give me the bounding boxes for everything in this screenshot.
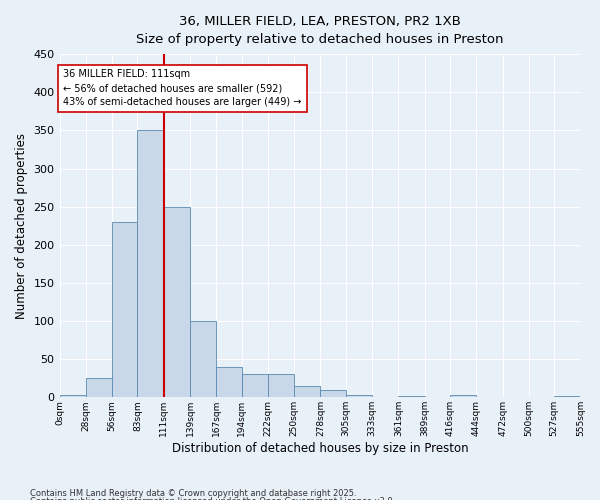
X-axis label: Distribution of detached houses by size in Preston: Distribution of detached houses by size …	[172, 442, 469, 455]
Text: Contains public sector information licensed under the Open Government Licence v3: Contains public sector information licen…	[30, 497, 395, 500]
Text: 36 MILLER FIELD: 111sqm
← 56% of detached houses are smaller (592)
43% of semi-d: 36 MILLER FIELD: 111sqm ← 56% of detache…	[63, 70, 302, 108]
Title: 36, MILLER FIELD, LEA, PRESTON, PR2 1XB
Size of property relative to detached ho: 36, MILLER FIELD, LEA, PRESTON, PR2 1XB …	[136, 15, 504, 46]
Bar	[164, 206, 190, 398]
Bar	[86, 378, 112, 398]
Bar	[59, 395, 86, 398]
Bar	[554, 396, 580, 398]
Bar	[268, 374, 294, 398]
Bar	[346, 395, 372, 398]
Bar	[450, 395, 476, 398]
Y-axis label: Number of detached properties: Number of detached properties	[15, 132, 28, 318]
Bar	[137, 130, 164, 398]
Bar	[190, 321, 216, 398]
Bar	[242, 374, 268, 398]
Bar	[216, 367, 242, 398]
Text: Contains HM Land Registry data © Crown copyright and database right 2025.: Contains HM Land Registry data © Crown c…	[30, 488, 356, 498]
Bar	[294, 386, 320, 398]
Bar	[398, 396, 425, 398]
Bar	[320, 390, 346, 398]
Bar	[112, 222, 137, 398]
